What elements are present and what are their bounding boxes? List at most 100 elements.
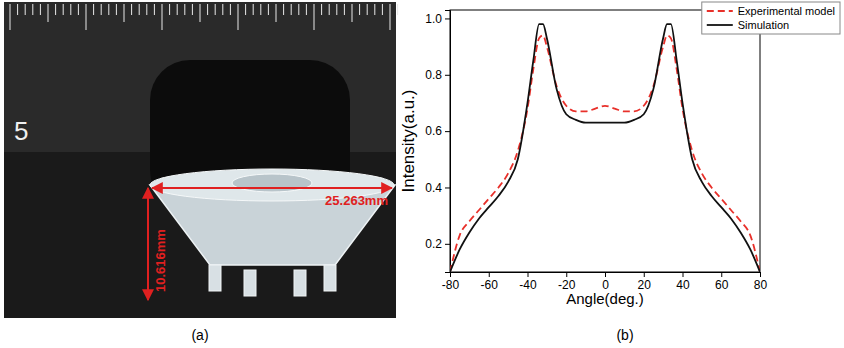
ruler-tick	[329, 4, 330, 15]
photo-panel: 525.263mm10.616mm	[4, 2, 398, 318]
y-tick-label: 0.8	[425, 68, 442, 82]
ruler-tick	[93, 4, 94, 15]
ruler-tick	[70, 4, 71, 15]
ruler-tick	[253, 4, 254, 15]
x-tick-mark	[644, 272, 645, 277]
ruler-tick	[131, 4, 132, 15]
y-tick: 1.0	[425, 12, 450, 26]
x-tick-mark	[528, 272, 529, 277]
x-tick-label: 80	[754, 278, 768, 292]
ruler-tick	[222, 4, 223, 15]
ruler-tick	[291, 4, 292, 15]
ruler-tick	[101, 4, 102, 15]
ruler-tick	[314, 4, 315, 30]
x-tick: 20	[638, 272, 652, 292]
height-label: 10.616mm	[153, 229, 168, 292]
ruler-tick	[336, 4, 337, 15]
legend-swatch	[707, 24, 733, 26]
ruler-tick	[367, 4, 368, 15]
ruler-tick	[230, 4, 231, 15]
y-tick: 0.6	[425, 124, 450, 138]
x-axis: -80-60-40-20020406080	[442, 272, 768, 292]
y-tick: 0.2	[425, 237, 450, 251]
ruler-tick	[184, 4, 185, 15]
x-axis-line	[451, 273, 761, 278]
y-tick-label: 0.6	[425, 124, 442, 138]
ruler-tick	[78, 4, 79, 15]
ruler-tick	[162, 4, 163, 30]
x-tick: 60	[715, 272, 729, 292]
x-tick: -60	[481, 272, 499, 292]
ruler-tick	[177, 4, 178, 15]
y-tick-mark	[445, 75, 450, 76]
ruler-tick	[169, 4, 170, 15]
ruler-tick	[48, 4, 49, 22]
x-tick-mark	[721, 272, 722, 277]
ruler-tick	[124, 4, 125, 22]
ruler-tick	[154, 4, 155, 15]
y-tick-label: 0.4	[425, 181, 442, 195]
width-arrow	[152, 187, 392, 189]
ruler-tick	[321, 4, 322, 15]
x-tick-label: 40	[676, 278, 690, 292]
legend-swatch	[707, 10, 733, 12]
ruler-tick	[108, 4, 109, 15]
ruler-tick	[276, 4, 277, 22]
ruler-tick	[116, 4, 117, 15]
x-tick-mark	[683, 272, 684, 277]
x-tick: -80	[442, 272, 460, 292]
legend-label: Simulation	[738, 19, 789, 31]
x-tick-label: -60	[481, 278, 499, 292]
series-line	[450, 35, 760, 272]
ruler-tick	[25, 4, 26, 15]
y-axis-line	[445, 11, 451, 273]
figure: 525.263mm10.616mm(a)-80-60-40-2002040608…	[0, 0, 844, 348]
ruler-tick	[238, 4, 239, 30]
y-tick: 0.4	[425, 181, 450, 195]
plot-lines	[450, 24, 760, 272]
x-tick-mark	[760, 272, 761, 277]
ruler-tick	[344, 4, 345, 15]
x-tick: -20	[558, 272, 576, 292]
lens-leg	[294, 270, 306, 296]
x-tick-label: 60	[715, 278, 729, 292]
legend-box	[702, 2, 840, 34]
ruler-tick	[245, 4, 246, 15]
x-axis-title: Angle(deg.)	[566, 290, 644, 307]
lens-leg	[244, 270, 256, 296]
y-tick-label: 1.0	[425, 12, 442, 26]
panel-label: (b)	[616, 327, 633, 343]
y-tick-mark	[445, 244, 450, 245]
height-arrow	[147, 188, 149, 300]
ruler-tick	[32, 4, 33, 15]
ruler-tick	[397, 4, 398, 15]
y-tick: 0.8	[425, 68, 450, 82]
ruler-tick	[200, 4, 201, 22]
ruler-tick	[352, 4, 353, 22]
ruler-tick	[146, 4, 147, 15]
ruler-tick	[283, 4, 284, 15]
legend-label: Experimental model	[738, 5, 835, 17]
ruler-tick	[215, 4, 216, 15]
lens-leg	[209, 265, 221, 291]
x-tick: 80	[754, 272, 768, 292]
legend: Experimental model Simulation	[702, 2, 840, 34]
ruler-label: 5	[14, 116, 28, 146]
photo-background	[4, 2, 396, 318]
ruler-tick	[374, 4, 375, 15]
plot-frame	[450, 10, 760, 272]
ruler-tick	[17, 4, 18, 15]
ruler-tick	[382, 4, 383, 15]
ruler-tick	[55, 4, 56, 15]
x-tick-label: -80	[442, 278, 460, 292]
x-tick-mark	[489, 272, 490, 277]
y-tick-label: 0.2	[425, 237, 442, 251]
x-tick: -40	[519, 272, 537, 292]
y-tick-mark	[445, 187, 450, 188]
ruler-tick	[10, 4, 11, 30]
ruler-tick	[359, 4, 360, 15]
ruler-tick	[306, 4, 307, 15]
lens-leg	[324, 265, 336, 291]
ruler-tick	[192, 4, 193, 15]
ruler-tick	[260, 4, 261, 15]
